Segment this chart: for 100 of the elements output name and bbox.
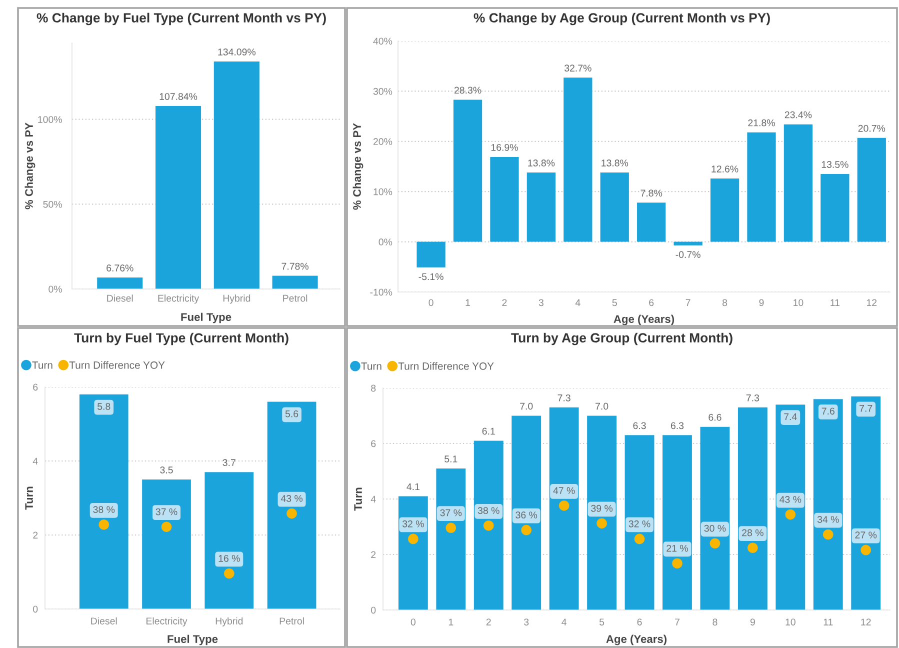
data-label: 7.8% <box>640 190 662 197</box>
data-label: 16.9% <box>491 144 518 151</box>
x-tick-label: 12 <box>866 299 877 306</box>
data-label: 30 % <box>704 524 726 532</box>
data-label: 7.0 <box>520 402 533 410</box>
point <box>446 522 456 534</box>
x-axis-title: Age (Years) <box>606 634 667 646</box>
data-label: 7.0 <box>596 402 608 410</box>
point <box>785 509 796 520</box>
bar <box>600 172 629 242</box>
bar <box>416 242 446 268</box>
data-label: 21.8% <box>748 119 775 126</box>
bar <box>587 416 617 610</box>
x-tick-label: 12 <box>861 618 871 626</box>
bar <box>214 62 260 289</box>
bar <box>490 156 519 242</box>
data-label: 134.09% <box>218 48 256 56</box>
point <box>408 534 418 544</box>
data-label: 13.8% <box>602 160 628 166</box>
data-label: 6.3 <box>670 422 684 430</box>
data-label: 34 % <box>817 516 839 523</box>
y-tick-label: 8 <box>371 384 376 392</box>
data-label: 5.8 <box>98 402 110 410</box>
x-tick-label: Electricity <box>146 617 188 626</box>
x-tick-label: 7 <box>675 618 680 626</box>
x-tick-label: Diesel <box>107 294 133 302</box>
bar <box>267 402 316 609</box>
point <box>860 544 872 556</box>
data-label: 13.5% <box>822 161 848 168</box>
data-label: 7.78% <box>282 262 308 270</box>
legend-label: Turn Difference YOY <box>69 361 165 369</box>
bar <box>453 100 482 242</box>
data-label: 13.8% <box>528 160 555 166</box>
data-label: 6.3 <box>633 422 646 430</box>
x-tick-label: 0 <box>428 299 434 306</box>
point <box>521 524 532 536</box>
x-tick-label: Electricity <box>158 294 200 304</box>
x-tick-label: 6 <box>637 618 642 626</box>
data-label: 28.3% <box>454 86 482 94</box>
data-label: 20.7% <box>858 124 886 132</box>
data-label: 3.5 <box>160 466 173 474</box>
data-label: 23.4% <box>784 111 812 118</box>
x-tick-label: 4 <box>575 299 580 306</box>
data-label: 107.84% <box>160 93 198 100</box>
data-label: 7.4 <box>784 413 797 420</box>
x-tick-label: Petrol <box>283 294 308 302</box>
data-label: 16 % <box>218 554 240 562</box>
data-label: 43 % <box>280 495 303 502</box>
bar <box>272 276 318 289</box>
x-tick-label: 9 <box>750 618 755 626</box>
bar <box>512 416 542 610</box>
point <box>634 534 645 544</box>
bar <box>637 202 666 242</box>
bar <box>700 426 730 610</box>
data-label: 32 % <box>402 520 424 528</box>
point <box>558 500 570 511</box>
bar <box>474 440 504 610</box>
data-label: 37 % <box>440 509 462 516</box>
bar <box>97 278 143 289</box>
bar <box>857 138 886 242</box>
bar <box>142 480 191 609</box>
data-label: 32.7% <box>564 64 592 72</box>
legend-label: Turn <box>32 362 52 369</box>
y-tick-label: 0 <box>33 606 38 613</box>
y-axis-title: Turn <box>25 486 33 510</box>
bar <box>820 174 850 242</box>
bar <box>526 172 556 242</box>
y-tick-label: -10% <box>370 288 392 296</box>
x-tick-label: 4 <box>562 618 566 626</box>
y-tick-label: 0% <box>378 238 392 246</box>
point <box>98 519 110 530</box>
bar <box>710 178 740 242</box>
chart-title: Turn by Fuel Type (Current Month) <box>74 332 288 346</box>
data-label: 36 % <box>516 512 538 518</box>
x-tick-label: 9 <box>759 299 764 306</box>
data-label: 3.7 <box>222 459 236 466</box>
data-label: -5.1% <box>418 273 444 280</box>
x-tick-label: 8 <box>712 618 718 626</box>
y-tick-label: 100% <box>38 116 62 123</box>
data-label: 37 % <box>156 508 178 516</box>
x-tick-label: 1 <box>448 618 454 626</box>
data-label: 32 % <box>628 520 650 528</box>
y-axis-title: % Change vs PY <box>352 123 364 210</box>
x-axis-title: Fuel Type <box>168 634 218 646</box>
y-tick-label: 4 <box>370 496 376 503</box>
data-label: 7.6 <box>822 408 834 415</box>
point <box>710 538 720 549</box>
data-label: 6.6 <box>708 414 722 421</box>
y-axis-title: Turn <box>354 488 362 511</box>
y-axis-title: % Change vs PY <box>24 122 36 210</box>
data-label: 7.3 <box>558 394 570 402</box>
data-label: 27 % <box>855 532 877 538</box>
x-tick-label: Diesel <box>91 617 117 624</box>
data-label: 7.3 <box>746 394 760 402</box>
data-label: 39 % <box>591 504 613 512</box>
x-tick-label: Petrol <box>280 617 304 624</box>
point <box>822 529 834 540</box>
y-tick-label: 4 <box>32 458 38 465</box>
x-tick-label: 6 <box>649 299 654 306</box>
chart-title: Turn by Age Group (Current Month) <box>511 332 732 346</box>
